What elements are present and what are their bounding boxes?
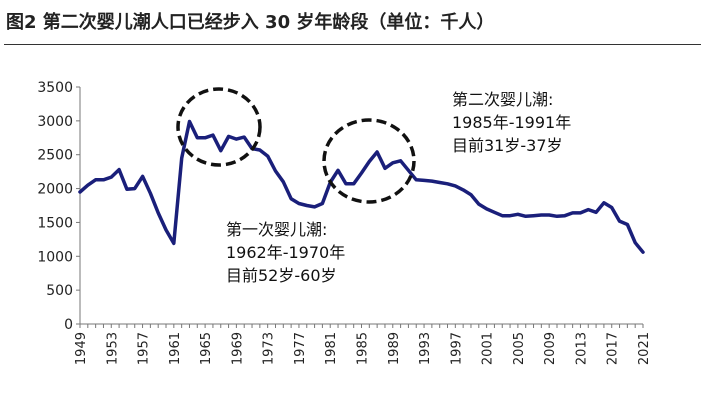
annotation-second-boom-line: 第二次婴儿潮: <box>452 90 554 109</box>
highlight-circle-first-boom <box>176 87 262 167</box>
x-tick-label: 1981 <box>324 332 339 365</box>
x-tick-label: 1949 <box>74 332 89 365</box>
x-tick-label: 2005 <box>512 332 527 365</box>
y-tick-label: 1000 <box>37 249 73 265</box>
highlight-circles <box>176 87 416 204</box>
y-tick-label: 1500 <box>37 215 73 231</box>
x-tick-label: 1993 <box>418 332 433 365</box>
annotation-first-boom-line: 1962年-1970年 <box>226 243 346 262</box>
x-tick-label: 1957 <box>137 332 152 365</box>
x-tick-label: 1977 <box>293 332 308 365</box>
x-tick-label: 2001 <box>481 332 496 365</box>
y-tick-label: 500 <box>46 283 73 299</box>
y-tick-label: 3000 <box>37 114 73 130</box>
x-axis: 1949 1953 1957 1961 1965 1969 1973 1977 1981 1985… <box>74 323 652 365</box>
annotation-second-boom-line: 目前31岁-37岁 <box>452 136 563 155</box>
chart-title: 图2 第二次婴儿潮人口已经步入 30 岁年龄段（单位：千人） <box>6 12 495 33</box>
y-tick-label: 3500 <box>37 80 73 96</box>
x-tick-label: 1961 <box>168 332 183 365</box>
x-tick-label: 2013 <box>574 332 589 365</box>
title-divider <box>4 44 701 45</box>
y-tick-label: 2000 <box>37 182 73 198</box>
y-axis: 0 500 1000 1500 2000 2500 3000 3500 <box>37 80 81 333</box>
annotation-second-boom-line: 1985年-1991年 <box>452 113 572 132</box>
annotation-first-boom-line: 第一次婴儿潮: <box>226 220 328 239</box>
y-tick-label: 0 <box>64 317 73 333</box>
x-tick-label: 1997 <box>449 332 464 365</box>
annotation-second-boom: 第二次婴儿潮: 1985年-1991年 目前31岁-37岁 <box>452 88 571 157</box>
series-group <box>78 119 645 254</box>
x-tick-label: 1953 <box>105 332 120 365</box>
x-tick-label: 1969 <box>230 332 245 365</box>
x-tick-label: 1989 <box>387 332 402 365</box>
x-tick-label: 1973 <box>262 332 277 365</box>
annotation-first-boom-line: 目前52岁-60岁 <box>226 266 337 285</box>
x-tick-label: 2021 <box>637 332 652 365</box>
y-tick-label: 2500 <box>37 148 73 164</box>
x-tick-label: 1965 <box>199 332 214 365</box>
x-tick-label: 2009 <box>543 332 558 365</box>
x-tick-label: 2017 <box>606 332 621 365</box>
highlight-circle-second-boom <box>322 118 416 204</box>
series-line <box>78 119 645 254</box>
x-tick-label: 1985 <box>356 332 371 365</box>
annotation-first-boom: 第一次婴儿潮: 1962年-1970年 目前52岁-60岁 <box>226 218 345 287</box>
